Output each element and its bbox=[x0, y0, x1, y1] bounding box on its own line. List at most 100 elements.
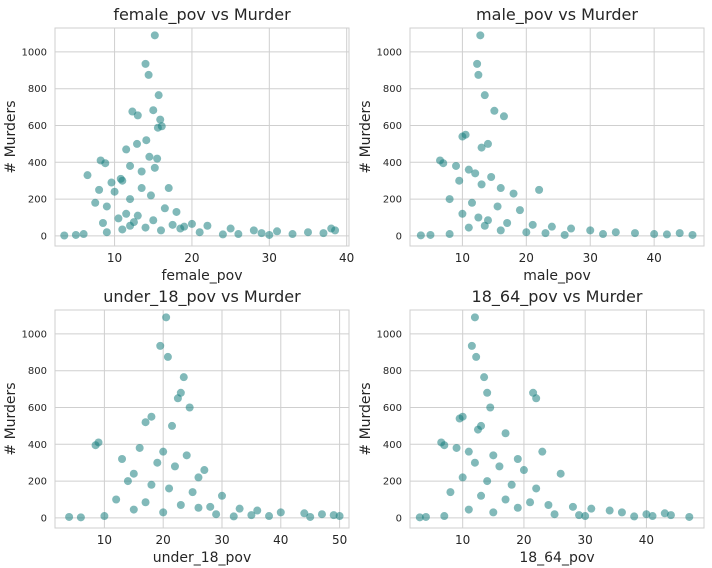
x-tick-label: 50 bbox=[332, 533, 347, 547]
y-tick-label: 800 bbox=[28, 84, 47, 95]
data-point bbox=[480, 221, 489, 230]
data-point bbox=[464, 165, 473, 174]
data-point bbox=[273, 227, 282, 236]
data-point bbox=[519, 466, 528, 475]
y-tick-label: 0 bbox=[396, 231, 402, 242]
grid bbox=[409, 27, 705, 247]
data-point bbox=[483, 388, 492, 397]
data-point bbox=[526, 498, 535, 507]
data-point bbox=[666, 511, 675, 520]
data-point bbox=[146, 191, 155, 200]
data-point bbox=[416, 231, 425, 240]
data-point bbox=[226, 224, 235, 233]
data-point bbox=[458, 132, 467, 141]
data-point bbox=[474, 213, 483, 222]
data-point bbox=[496, 184, 505, 193]
data-point bbox=[162, 313, 171, 322]
data-point bbox=[118, 455, 127, 464]
data-point bbox=[464, 505, 473, 514]
data-point bbox=[480, 91, 489, 100]
data-point bbox=[470, 458, 479, 467]
grid bbox=[54, 309, 350, 529]
data-point bbox=[276, 508, 285, 517]
data-point bbox=[203, 221, 212, 230]
data-point bbox=[141, 418, 150, 427]
plot-frame bbox=[409, 309, 705, 529]
data-point bbox=[65, 512, 74, 521]
data-point bbox=[445, 230, 454, 239]
data-point bbox=[122, 209, 131, 218]
data-point bbox=[556, 469, 565, 478]
x-tick-label: 20 bbox=[519, 251, 534, 265]
data-point bbox=[229, 512, 238, 521]
data-point bbox=[247, 511, 256, 520]
x-tick-label: 20 bbox=[516, 533, 531, 547]
y-tick-label: 1000 bbox=[377, 329, 402, 340]
data-point bbox=[107, 178, 116, 187]
data-point bbox=[421, 512, 430, 521]
data-point bbox=[648, 512, 657, 521]
data-point bbox=[188, 488, 197, 497]
y-tick-label: 600 bbox=[28, 403, 47, 414]
data-point bbox=[217, 491, 226, 500]
data-point bbox=[513, 455, 522, 464]
data-point bbox=[185, 403, 194, 412]
data-point bbox=[212, 510, 221, 519]
y-tick-label: 1000 bbox=[22, 329, 47, 340]
x-axis-label: under_18_pov bbox=[153, 550, 252, 566]
data-point bbox=[319, 229, 328, 238]
x-tick-label: 30 bbox=[214, 533, 229, 547]
data-point bbox=[483, 477, 492, 486]
data-point bbox=[149, 216, 158, 225]
data-point bbox=[288, 230, 297, 239]
data-point bbox=[142, 136, 151, 145]
x-tick-label: 10 bbox=[97, 533, 112, 547]
x-axis-label: 18_64_pov bbox=[519, 550, 594, 566]
data-point bbox=[163, 352, 172, 361]
x-tick-label: 40 bbox=[339, 251, 354, 265]
data-point bbox=[467, 341, 476, 350]
x-tick-label: 10 bbox=[455, 533, 470, 547]
data-point bbox=[133, 111, 142, 120]
data-point bbox=[182, 451, 191, 460]
data-point bbox=[265, 512, 274, 521]
scatter-points bbox=[415, 313, 694, 522]
data-point bbox=[471, 169, 480, 178]
x-tick-label: 30 bbox=[578, 533, 593, 547]
data-point bbox=[170, 462, 179, 471]
data-point bbox=[317, 510, 326, 519]
scatter-points bbox=[65, 313, 344, 522]
y-tick-label: 600 bbox=[383, 403, 402, 414]
data-point bbox=[509, 189, 518, 198]
data-point bbox=[474, 70, 483, 79]
data-point bbox=[149, 106, 158, 115]
data-point bbox=[567, 224, 576, 233]
data-point bbox=[473, 59, 482, 68]
grid bbox=[409, 309, 705, 529]
data-point bbox=[688, 230, 697, 239]
data-point bbox=[599, 230, 608, 239]
data-point bbox=[187, 219, 196, 228]
data-point bbox=[550, 510, 559, 519]
data-point bbox=[173, 394, 182, 403]
data-point bbox=[153, 123, 162, 132]
data-point bbox=[172, 207, 181, 216]
y-tick-label: 800 bbox=[383, 84, 402, 95]
chart-title: 18_64_pov vs Murder bbox=[472, 287, 643, 307]
chart-title: female_pov vs Murder bbox=[113, 5, 291, 25]
data-point bbox=[194, 473, 203, 482]
data-point bbox=[493, 202, 502, 211]
data-point bbox=[195, 228, 204, 237]
x-tick-label: 40 bbox=[647, 251, 662, 265]
data-point bbox=[145, 152, 154, 161]
data-point bbox=[489, 508, 498, 517]
data-point bbox=[662, 230, 671, 239]
data-point bbox=[528, 220, 537, 229]
data-point bbox=[257, 229, 266, 238]
data-point bbox=[568, 502, 577, 511]
data-point bbox=[480, 373, 489, 382]
data-point bbox=[650, 230, 659, 239]
